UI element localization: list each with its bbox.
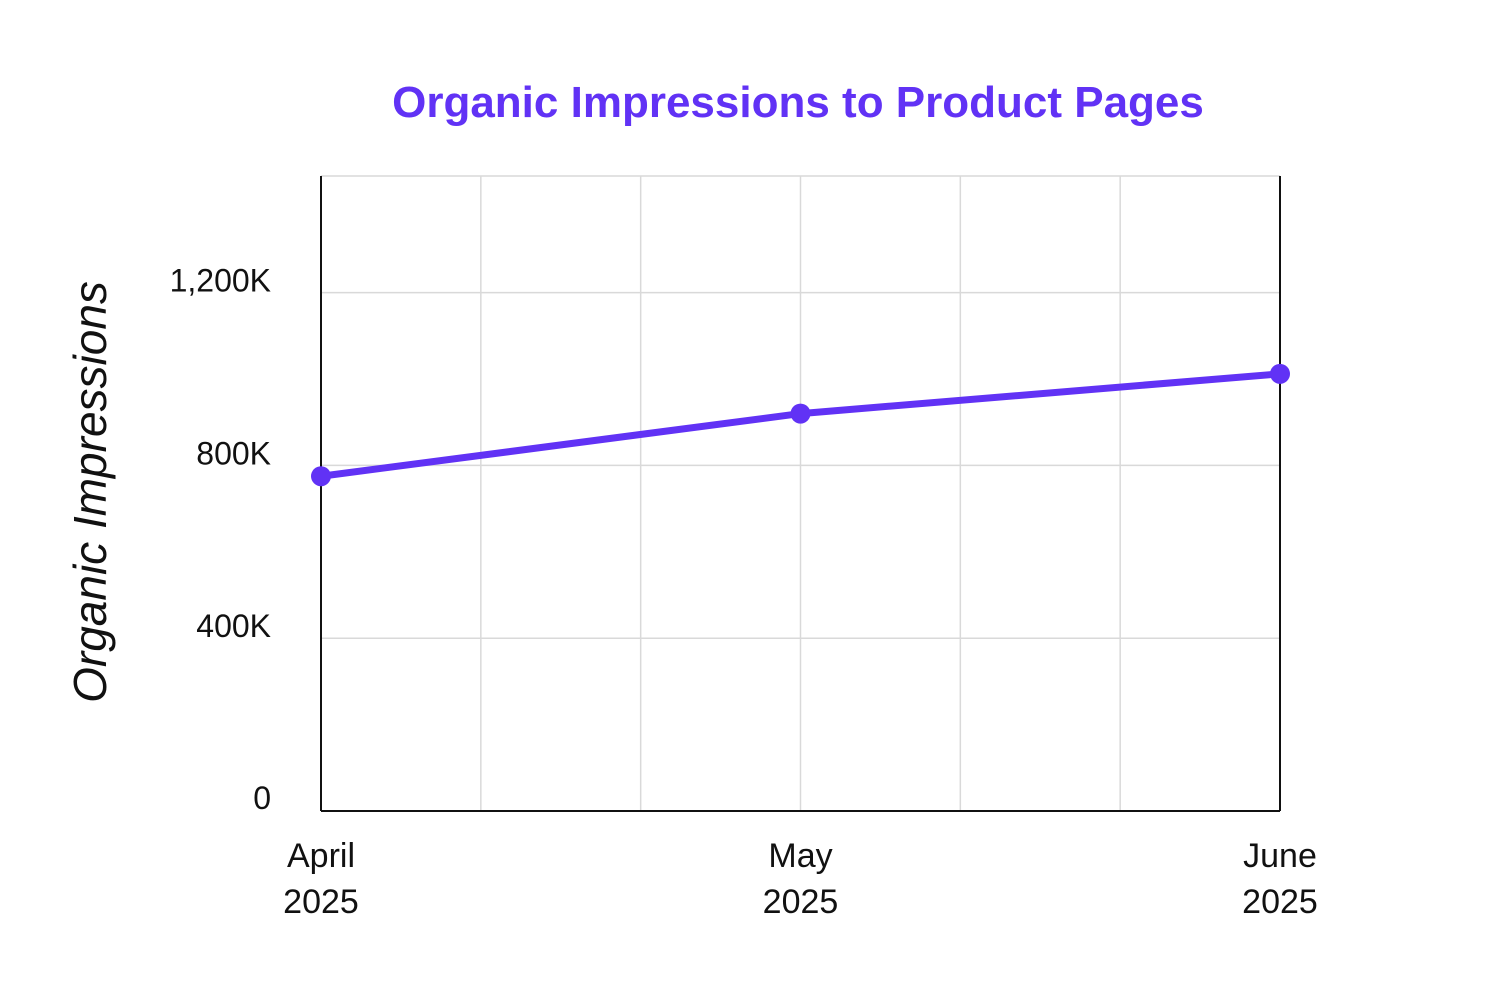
data-point <box>790 403 811 424</box>
y-tick-label: 400K <box>196 608 271 644</box>
y-tick-label: 800K <box>196 435 271 471</box>
y-axis-label: Organic Impressions <box>64 281 116 703</box>
x-tick-label: June 2025 <box>1242 837 1318 921</box>
x-tick-label: April 2025 <box>283 837 359 921</box>
y-axis-ticks: 0 400K 800K 1,200K <box>170 263 271 816</box>
y-tick-label: 0 <box>253 780 271 816</box>
data-point <box>311 466 331 487</box>
data-series <box>311 363 1290 487</box>
chart-title: Organic Impressions to Product Pages <box>392 78 1204 127</box>
gridlines <box>321 175 1280 811</box>
y-tick-label: 1,200K <box>170 263 271 299</box>
x-tick-label: May 2025 <box>763 837 839 921</box>
data-point <box>1270 363 1290 384</box>
axes <box>320 176 1281 812</box>
x-axis-ticks: April 2025 May 2025 June 2025 <box>283 837 1318 921</box>
